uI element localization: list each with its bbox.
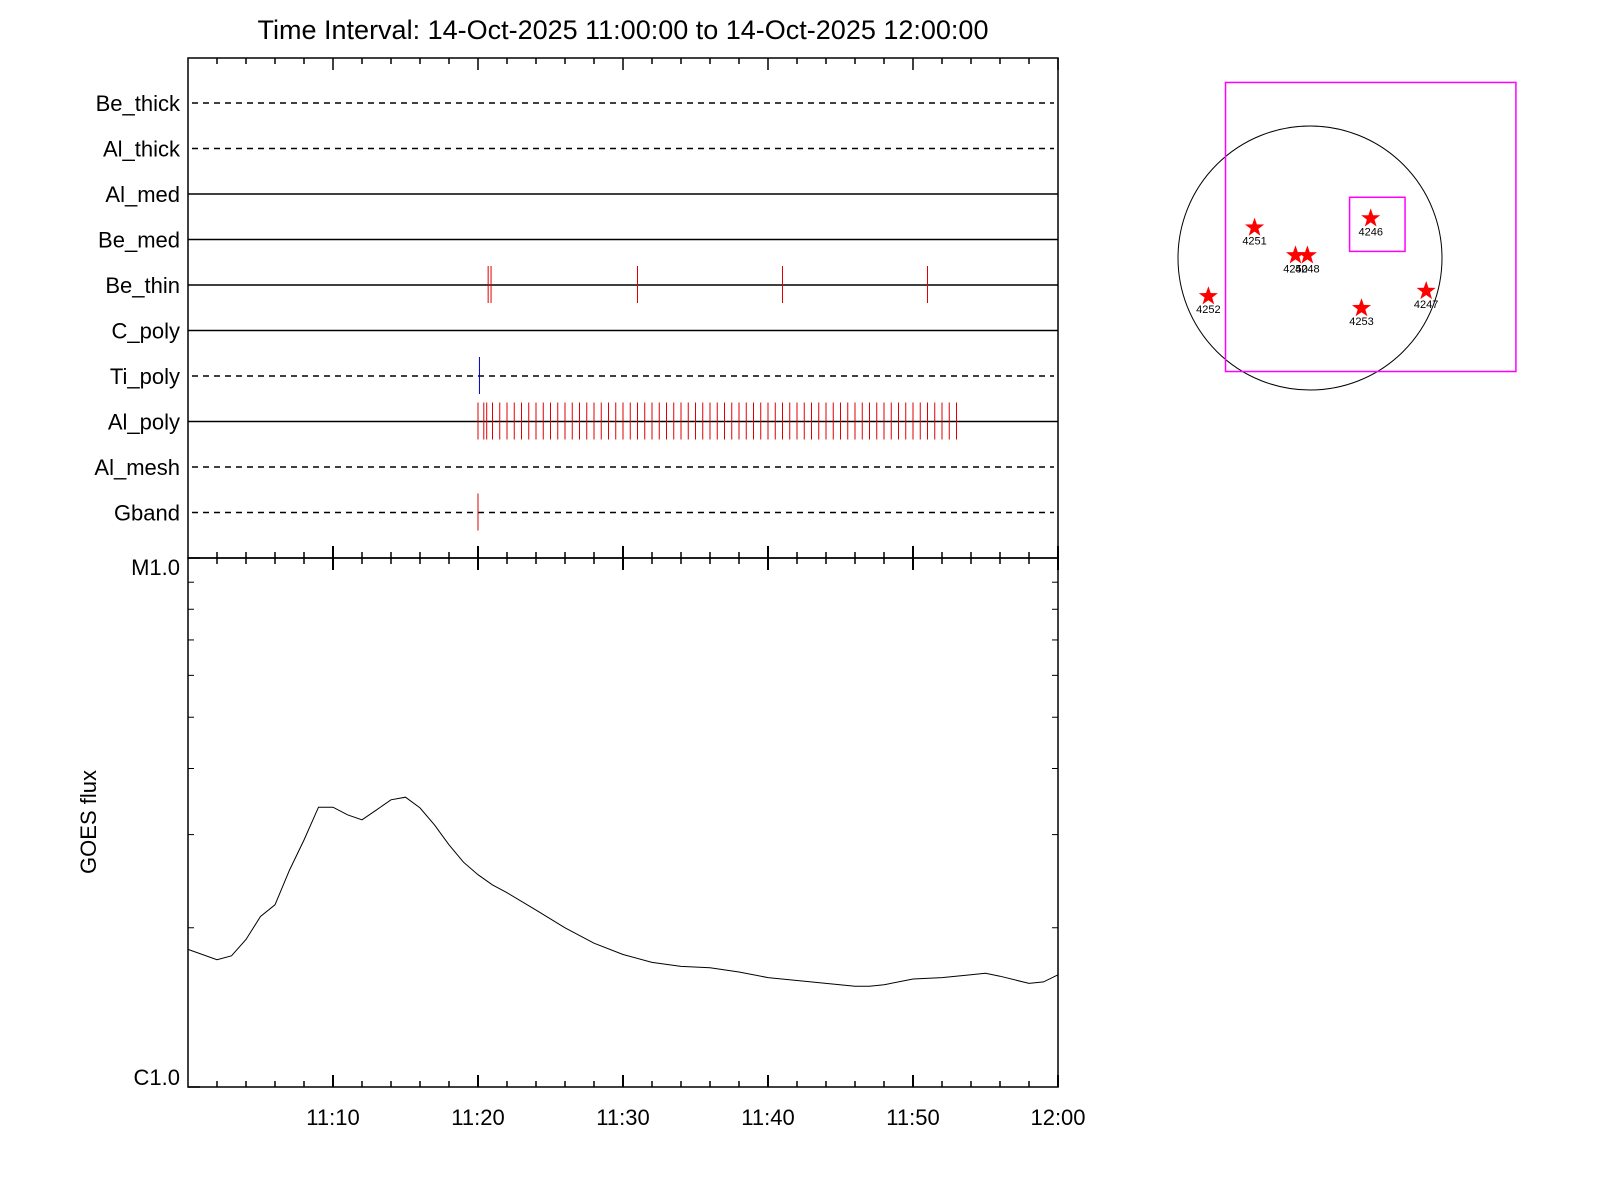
fov-box [1348, 196, 1406, 253]
row-label: Gband [114, 500, 180, 525]
region-star [1352, 298, 1371, 317]
region-star [1198, 286, 1218, 305]
flux-line [187, 796, 1059, 987]
x-tick-label: 12:00 [1030, 1105, 1085, 1130]
region-label: 4247 [1414, 299, 1438, 311]
region-star [1245, 217, 1265, 236]
y-tick-label: C1.0 [134, 1065, 180, 1090]
region-label: 4251 [1242, 236, 1266, 248]
region-star [1361, 208, 1381, 227]
chart-title: Time Interval: 14-Oct-2025 11:00:00 to 1… [258, 15, 989, 45]
row-label: Be_thin [105, 273, 180, 298]
region-star [1297, 245, 1317, 264]
fov-box [1224, 81, 1517, 373]
x-tick-label: 11:30 [596, 1105, 649, 1130]
row-label: Be_med [98, 227, 180, 252]
x-tick-label: 11:40 [741, 1105, 794, 1130]
region-label: 4253 [1349, 316, 1373, 328]
region-label: 4248 [1295, 263, 1319, 275]
row-label: C_poly [112, 318, 180, 343]
row-label: Al_mesh [94, 455, 180, 480]
y-axis-label: GOES flux [76, 770, 101, 874]
y-tick-label: M1.0 [131, 555, 180, 580]
region-label: 4246 [1358, 226, 1382, 238]
row-label: Al_thick [103, 136, 181, 161]
x-tick-label: 11:10 [306, 1105, 359, 1130]
solar-disk [1177, 125, 1443, 391]
row-label: Ti_poly [110, 364, 180, 389]
region-star [1286, 245, 1305, 264]
region-label: 4250 [1283, 263, 1307, 275]
row-label: Al_poly [108, 409, 180, 434]
x-tick-label: 11:20 [451, 1105, 504, 1130]
row-label: Al_med [105, 182, 180, 207]
x-tick-label: 11:50 [886, 1105, 939, 1130]
row-label: Be_thick [96, 91, 181, 116]
region-star [1416, 281, 1436, 300]
region-label: 4252 [1196, 304, 1220, 316]
